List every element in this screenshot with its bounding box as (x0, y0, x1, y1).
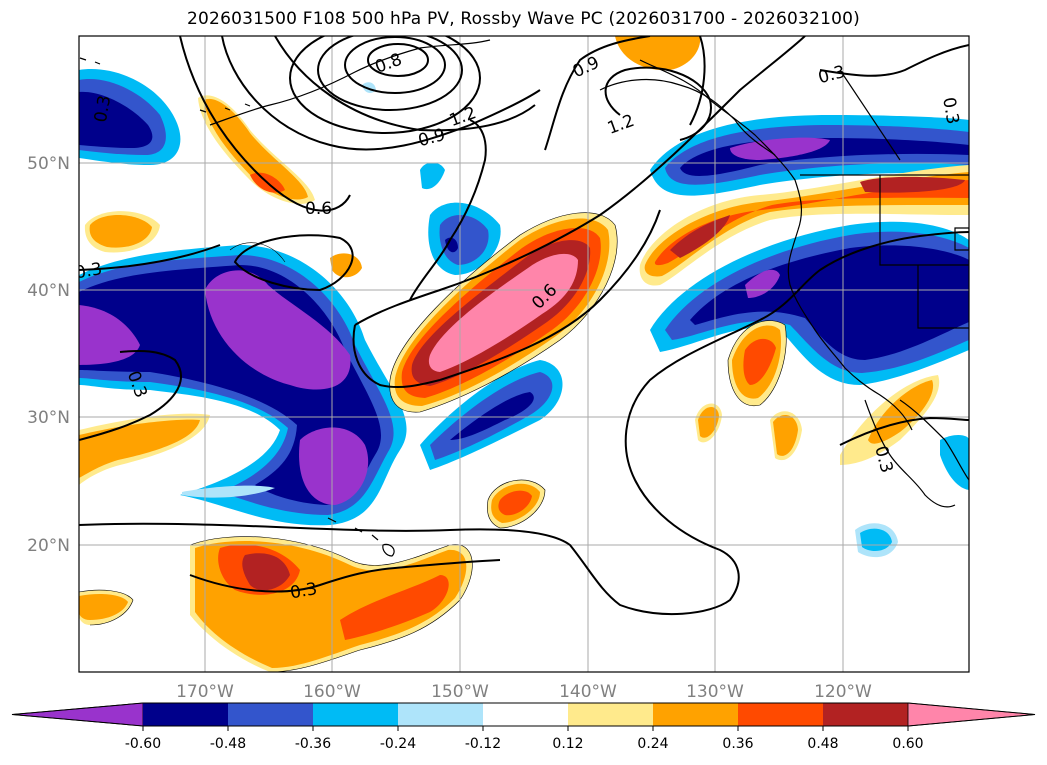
colorbar-tick-label: 0.36 (722, 736, 753, 752)
colorbar-tick-label: -0.12 (465, 736, 501, 752)
colorbar-band (398, 703, 483, 726)
colorbar-tick-label: -0.48 (210, 736, 246, 752)
lon-label: 170°W (176, 682, 234, 702)
lon-label: 160°W (303, 682, 361, 702)
plot-area: 0.3 0.8 1.2 0.9 1.2 0.9 0.3 0.3 0.6 0.3 … (74, 36, 969, 672)
contour-label: 0.3 (74, 259, 104, 283)
colorbar-band (228, 703, 313, 726)
lon-label: 150°W (431, 682, 489, 702)
colorbar-band (568, 703, 653, 726)
colorbar-tick-label: 0.24 (637, 736, 668, 752)
negative-anomaly-fields (79, 69, 969, 558)
colorbar-extend-high (907, 702, 1036, 727)
contour-label: 0.3 (938, 96, 962, 126)
colorbar-extend-low (11, 702, 144, 727)
colorbar-band (483, 703, 568, 726)
contour-label: 0.3 (91, 94, 115, 124)
colorbar-band (313, 703, 398, 726)
colorbar-tick-label: -0.24 (380, 736, 416, 752)
lon-label: 130°W (686, 682, 744, 702)
contour-label: 0.6 (305, 199, 332, 219)
graticule (79, 36, 969, 672)
map-title: 2026031500 F108 500 hPa PV, Rossby Wave … (187, 9, 860, 29)
lat-label: 30°N (27, 408, 70, 428)
colorbar-band (738, 703, 823, 726)
plot-frame (78, 35, 970, 673)
contour-label: 0.3 (289, 579, 319, 603)
latitude-labels: 50°N 40°N 30°N 20°N (27, 154, 70, 556)
colorbar: -0.60 -0.48 -0.36 -0.24 -0.12 0.12 0.24 0.36 0.4… (11, 702, 1036, 752)
colorbar-tick-label: 0.60 (892, 736, 923, 752)
lat-label: 20°N (27, 536, 70, 556)
lon-label: 120°W (814, 682, 872, 702)
colorbar-tick-label: 0.48 (807, 736, 838, 752)
colorbar-tick-label: -0.36 (295, 736, 331, 752)
colorbar-band (653, 703, 738, 726)
colorbar-band (143, 703, 228, 726)
colorbar-tick-label: 0.12 (552, 736, 583, 752)
lat-label: 40°N (27, 281, 70, 301)
lon-label: 140°W (559, 682, 617, 702)
positive-anomaly-fields (79, 36, 969, 672)
full-pv-contours (79, 36, 969, 615)
lat-label: 50°N (27, 154, 70, 174)
colorbar-tick-label: -0.60 (125, 736, 161, 752)
longitude-labels: 170°W 160°W 150°W 140°W 130°W 120°W (176, 682, 872, 702)
colorbar-band (823, 703, 908, 726)
